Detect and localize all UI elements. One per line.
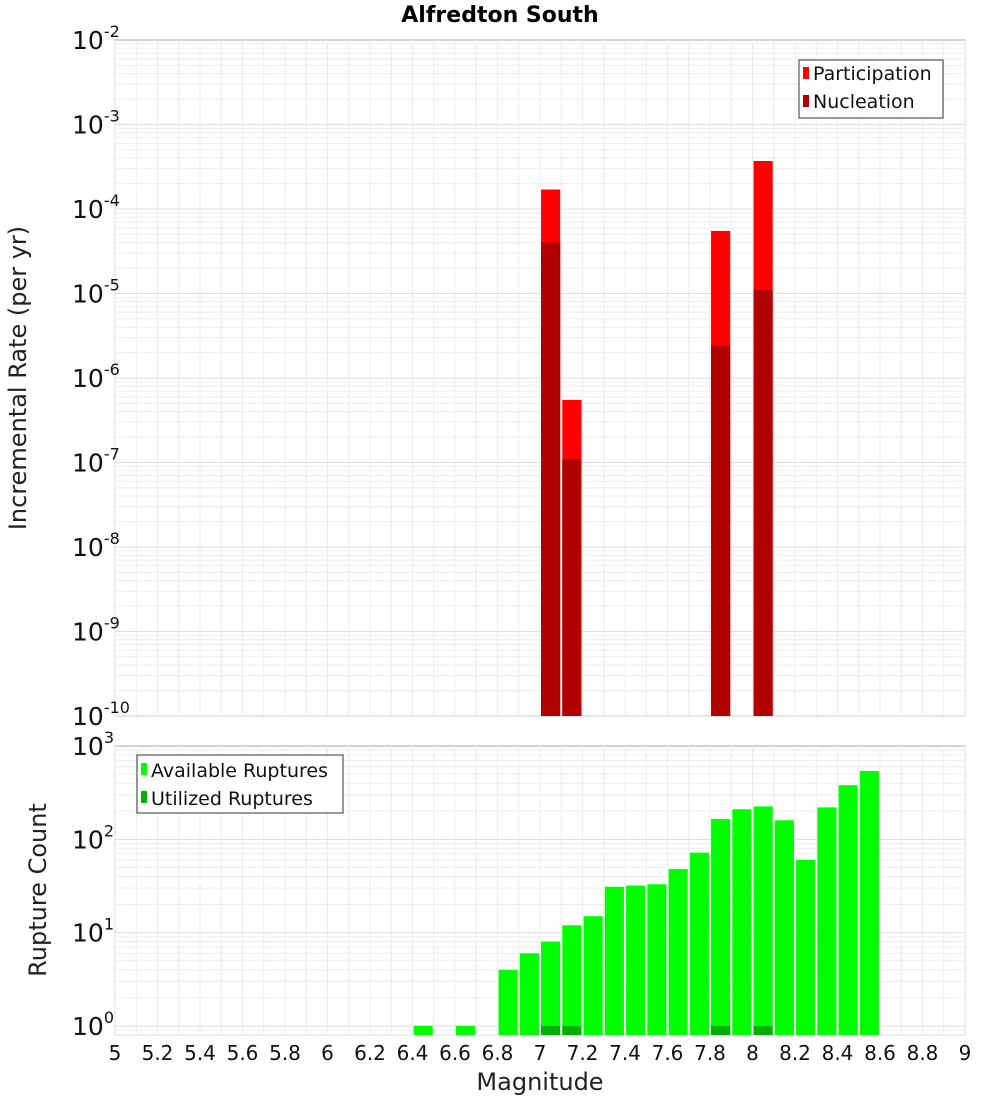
legend-nucleation-label: Nucleation <box>813 91 915 113</box>
x-tick-label: 5 <box>109 1041 122 1065</box>
rate-legend-box <box>798 59 944 119</box>
bar-available-ruptures <box>711 819 731 1035</box>
count-bars <box>413 770 879 1035</box>
y-tick-label: 103 <box>72 728 114 761</box>
x-tick-label: 8.4 <box>822 1041 854 1065</box>
x-tick-label: 7.6 <box>652 1041 684 1065</box>
y-tick-label: 10-8 <box>72 529 120 562</box>
chart-title: Alfredton South <box>401 3 598 28</box>
bar-available-ruptures <box>859 770 879 1035</box>
y-tick-label: 10-10 <box>72 698 130 731</box>
bar-available-ruptures <box>668 869 688 1035</box>
count-y-ticks: 100 101 102 103 <box>72 728 114 1041</box>
x-tick-label: 5.2 <box>142 1041 174 1065</box>
legend-participation-swatch <box>803 67 809 79</box>
x-tick-label: 7 <box>534 1041 547 1065</box>
x-tick-label: 5.8 <box>269 1041 301 1065</box>
y-tick-label: 10-6 <box>72 360 120 393</box>
x-tick-label: 8.2 <box>779 1041 811 1065</box>
bar-available-ruptures <box>647 884 667 1035</box>
rate-y-ticks: 10-10 10-9 10-8 10-7 10-6 10-5 10-4 10-3 10-2 <box>72 22 130 731</box>
bar-available-ruptures <box>519 953 539 1035</box>
x-tick-label: 5.4 <box>184 1041 216 1065</box>
count-x-ticks: 5 5.2 5.4 5.6 5.8 6 6.2 6.4 6.6 6.8 7 7.2 7.4 7.6 7.8 8… <box>109 1041 972 1065</box>
legend-participation-label: Participation <box>813 63 932 85</box>
y-tick-label: 100 <box>72 1008 114 1041</box>
legend-available-label: Available Ruptures <box>151 760 328 782</box>
bar-available-ruptures <box>817 807 837 1035</box>
rate-bars <box>541 160 773 717</box>
count-legend-box <box>136 754 344 814</box>
bar-available-ruptures <box>753 806 773 1035</box>
x-tick-label: 7.2 <box>567 1041 599 1065</box>
bar-utilized-ruptures <box>541 1025 561 1035</box>
legend-available-swatch <box>141 763 147 775</box>
y-tick-label: 10-2 <box>72 22 120 55</box>
x-tick-label: 9 <box>959 1041 972 1065</box>
x-tick-label: 6.4 <box>397 1041 429 1065</box>
bar-nucleation <box>562 459 582 716</box>
y-tick-label: 102 <box>72 821 114 854</box>
x-tick-label: 8 <box>746 1041 759 1065</box>
count-y-axis-title: Rupture Count <box>24 803 52 977</box>
bar-available-ruptures <box>796 860 816 1035</box>
bar-available-ruptures <box>626 885 646 1035</box>
x-tick-label: 7.4 <box>609 1041 641 1065</box>
y-tick-label: 10-4 <box>72 191 120 224</box>
x-tick-label: 5.6 <box>227 1041 259 1065</box>
rate-grid <box>114 40 966 717</box>
count-legend: Available Ruptures Utilized Ruptures <box>136 754 344 814</box>
rate-y-axis-title: Incremental Rate (per yr) <box>4 226 32 530</box>
x-axis-title: Magnitude <box>476 1068 603 1096</box>
y-tick-label: 10-7 <box>72 445 120 478</box>
bar-available-ruptures <box>541 941 561 1035</box>
bar-utilized-ruptures <box>711 1025 731 1035</box>
rate-legend: Participation Nucleation <box>798 59 944 119</box>
x-tick-label: 7.8 <box>694 1041 726 1065</box>
bar-available-ruptures <box>583 916 603 1035</box>
legend-utilized-swatch <box>141 791 147 803</box>
bar-utilized-ruptures <box>753 1025 773 1035</box>
bar-available-ruptures <box>732 809 752 1035</box>
legend-utilized-label: Utilized Ruptures <box>151 788 313 810</box>
bar-available-ruptures <box>562 925 582 1035</box>
x-tick-label: 8.6 <box>864 1041 896 1065</box>
bar-available-ruptures <box>413 1025 433 1035</box>
bar-available-ruptures <box>774 820 794 1035</box>
bar-available-ruptures <box>456 1025 476 1035</box>
bar-utilized-ruptures <box>562 1025 582 1035</box>
x-tick-label: 6 <box>321 1041 334 1065</box>
x-tick-label: 8.8 <box>907 1041 939 1065</box>
bar-available-ruptures <box>838 785 858 1035</box>
y-tick-label: 10-9 <box>72 614 120 647</box>
y-tick-label: 101 <box>72 915 114 948</box>
y-tick-label: 10-5 <box>72 276 120 309</box>
bar-available-ruptures <box>498 969 518 1035</box>
bar-available-ruptures <box>604 886 624 1035</box>
bar-nucleation <box>711 345 731 716</box>
x-tick-label: 6.8 <box>482 1041 514 1065</box>
bar-available-ruptures <box>689 852 709 1035</box>
y-tick-label: 10-3 <box>72 107 120 140</box>
x-tick-label: 6.2 <box>354 1041 386 1065</box>
legend-nucleation-swatch <box>803 95 809 107</box>
bar-nucleation <box>753 290 773 716</box>
x-tick-label: 6.6 <box>439 1041 471 1065</box>
bar-nucleation <box>541 242 561 717</box>
